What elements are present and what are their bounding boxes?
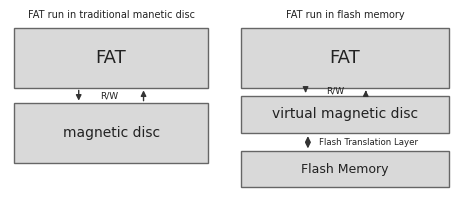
Text: Flash Translation Layer: Flash Translation Layer [319, 138, 419, 147]
Text: FAT run in traditional manetic disc: FAT run in traditional manetic disc [28, 10, 194, 20]
Text: FAT: FAT [330, 49, 360, 67]
Text: Flash Memory: Flash Memory [301, 163, 388, 176]
Text: FAT: FAT [96, 49, 126, 67]
Text: magnetic disc: magnetic disc [63, 126, 160, 140]
Text: R/W: R/W [100, 91, 118, 100]
Bar [241, 28, 449, 88]
Text: R/W: R/W [326, 86, 345, 95]
Bar [241, 96, 449, 133]
Text: virtual magnetic disc: virtual magnetic disc [272, 107, 418, 121]
Bar [14, 103, 208, 163]
Text: FAT run in flash memory: FAT run in flash memory [286, 10, 404, 20]
Bar [241, 151, 449, 187]
Bar [14, 28, 208, 88]
